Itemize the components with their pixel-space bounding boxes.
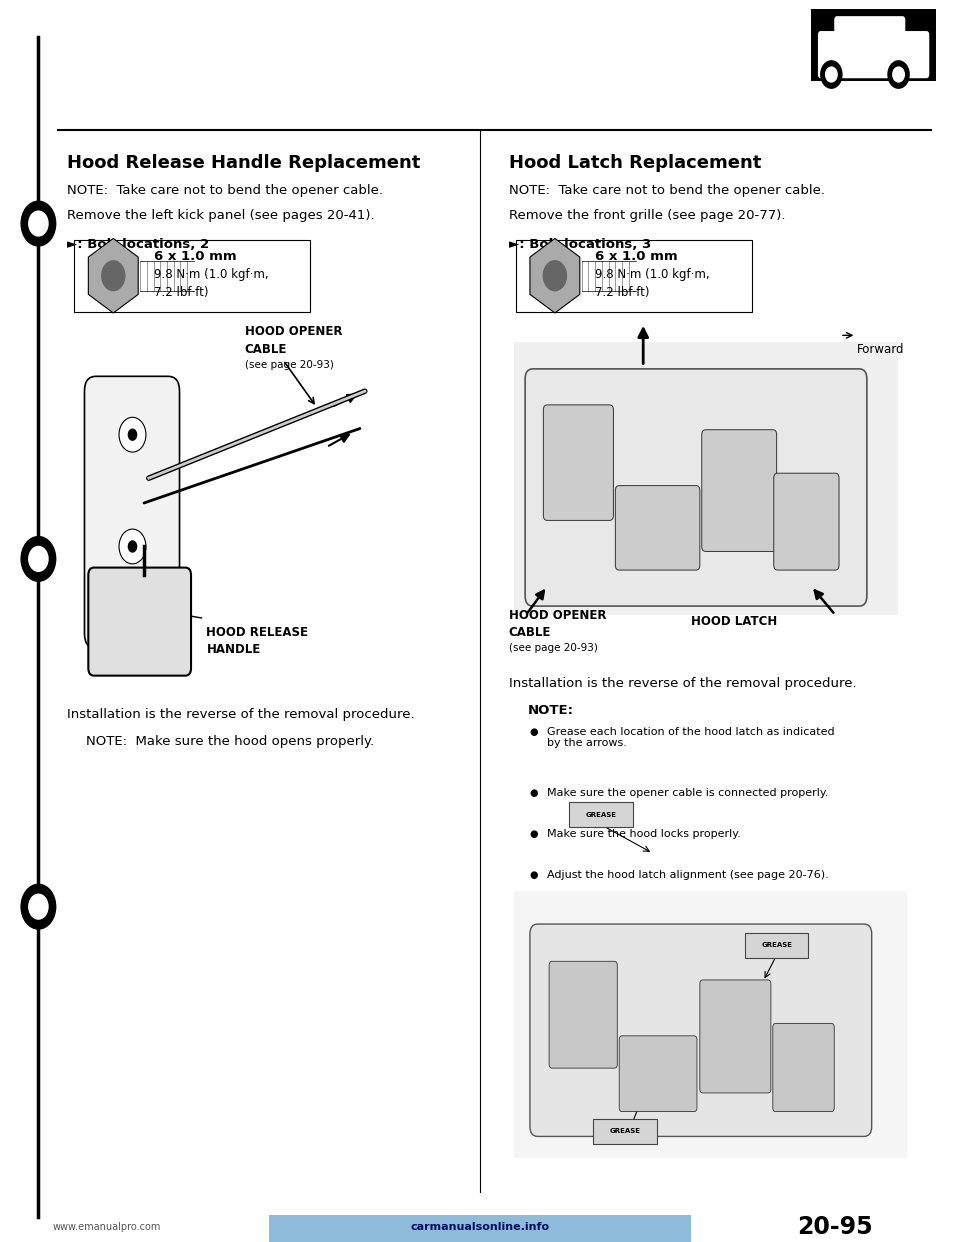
Text: Remove the left kick panel (see pages 20-41).: Remove the left kick panel (see pages 20…: [67, 209, 374, 221]
Text: www.emanualpro.com: www.emanualpro.com: [53, 1222, 161, 1232]
Text: Make sure the opener cable is connected properly.: Make sure the opener cable is connected …: [547, 789, 828, 799]
FancyBboxPatch shape: [74, 240, 310, 312]
Circle shape: [128, 540, 137, 553]
Text: 6 x 1.0 mm: 6 x 1.0 mm: [154, 250, 236, 262]
FancyBboxPatch shape: [774, 473, 839, 570]
Text: 9.8 N·m (1.0 kgf·m,: 9.8 N·m (1.0 kgf·m,: [595, 268, 709, 281]
FancyBboxPatch shape: [525, 369, 867, 606]
FancyBboxPatch shape: [569, 802, 633, 827]
Circle shape: [128, 428, 137, 441]
Text: ►: Bolt locations, 3: ►: Bolt locations, 3: [509, 238, 651, 251]
Text: Hood Latch Replacement: Hood Latch Replacement: [509, 154, 761, 171]
Text: Installation is the reverse of the removal procedure.: Installation is the reverse of the remov…: [67, 708, 415, 720]
Polygon shape: [88, 238, 138, 313]
Circle shape: [29, 546, 48, 571]
Circle shape: [29, 894, 48, 919]
Circle shape: [888, 61, 909, 88]
FancyBboxPatch shape: [84, 376, 180, 648]
FancyBboxPatch shape: [702, 430, 777, 551]
Text: HOOD OPENER: HOOD OPENER: [245, 325, 343, 338]
Text: NOTE:  Take care not to bend the opener cable.: NOTE: Take care not to bend the opener c…: [509, 184, 825, 196]
FancyBboxPatch shape: [773, 1023, 834, 1112]
Text: Hood Release Handle Replacement: Hood Release Handle Replacement: [67, 154, 420, 171]
FancyBboxPatch shape: [700, 980, 771, 1093]
FancyBboxPatch shape: [818, 31, 929, 78]
Text: HOOD RELEASE: HOOD RELEASE: [206, 626, 308, 638]
FancyBboxPatch shape: [615, 486, 700, 570]
Text: Adjust the hood latch alignment (see page 20-76).: Adjust the hood latch alignment (see pag…: [547, 869, 828, 881]
Text: ●: ●: [530, 727, 539, 737]
FancyBboxPatch shape: [549, 961, 617, 1068]
Text: GREASE: GREASE: [610, 1129, 640, 1134]
FancyBboxPatch shape: [530, 924, 872, 1136]
Text: (see page 20-93): (see page 20-93): [245, 360, 334, 370]
Circle shape: [821, 61, 842, 88]
Text: HOOD OPENER: HOOD OPENER: [509, 609, 607, 621]
FancyBboxPatch shape: [77, 354, 442, 677]
Text: (see page 20-93): (see page 20-93): [509, 643, 598, 653]
FancyBboxPatch shape: [619, 1036, 697, 1112]
Circle shape: [119, 417, 146, 452]
Text: ●: ●: [530, 830, 539, 840]
FancyBboxPatch shape: [543, 405, 613, 520]
Circle shape: [826, 67, 837, 82]
Text: ●: ●: [530, 869, 539, 881]
Text: 20-95: 20-95: [797, 1215, 873, 1238]
FancyBboxPatch shape: [593, 1119, 657, 1144]
Text: Grease each location of the hood latch as indicated
by the arrows.: Grease each location of the hood latch a…: [547, 727, 835, 748]
Text: HANDLE: HANDLE: [206, 643, 261, 656]
FancyBboxPatch shape: [88, 568, 191, 676]
Circle shape: [119, 529, 146, 564]
FancyBboxPatch shape: [514, 891, 907, 1158]
Text: GREASE: GREASE: [761, 943, 792, 948]
Text: ►: Bolt locations, 2: ►: Bolt locations, 2: [67, 238, 209, 251]
Text: carmanualsonline.info: carmanualsonline.info: [411, 1222, 549, 1232]
Text: 7.2 lbf·ft): 7.2 lbf·ft): [595, 286, 650, 298]
Text: Forward: Forward: [857, 343, 904, 355]
Text: CABLE: CABLE: [245, 343, 287, 355]
Circle shape: [102, 261, 125, 291]
Text: 6 x 1.0 mm: 6 x 1.0 mm: [595, 250, 678, 262]
Circle shape: [29, 211, 48, 236]
Text: 9.8 N·m (1.0 kgf·m,: 9.8 N·m (1.0 kgf·m,: [154, 268, 268, 281]
Text: NOTE:: NOTE:: [528, 704, 574, 717]
FancyBboxPatch shape: [745, 933, 808, 958]
Text: CABLE: CABLE: [509, 626, 551, 638]
Circle shape: [543, 261, 566, 291]
FancyBboxPatch shape: [516, 240, 752, 312]
Text: HOOD LATCH: HOOD LATCH: [691, 615, 778, 627]
Circle shape: [21, 884, 56, 929]
Circle shape: [21, 537, 56, 581]
FancyBboxPatch shape: [514, 342, 898, 615]
Text: Remove the front grille (see page 20-77).: Remove the front grille (see page 20-77)…: [509, 209, 785, 221]
FancyBboxPatch shape: [834, 16, 905, 51]
Text: GREASE: GREASE: [586, 812, 616, 817]
Text: 7.2 lbf·ft): 7.2 lbf·ft): [154, 286, 208, 298]
Polygon shape: [530, 238, 580, 313]
Text: Installation is the reverse of the removal procedure.: Installation is the reverse of the remov…: [509, 677, 856, 689]
Circle shape: [893, 67, 904, 82]
FancyBboxPatch shape: [269, 1215, 691, 1242]
Text: ●: ●: [530, 789, 539, 799]
Text: NOTE:  Take care not to bend the opener cable.: NOTE: Take care not to bend the opener c…: [67, 184, 383, 196]
FancyBboxPatch shape: [811, 9, 936, 81]
Text: NOTE:  Make sure the hood opens properly.: NOTE: Make sure the hood opens properly.: [86, 735, 374, 748]
Circle shape: [21, 201, 56, 246]
Text: Make sure the hood locks properly.: Make sure the hood locks properly.: [547, 830, 741, 840]
